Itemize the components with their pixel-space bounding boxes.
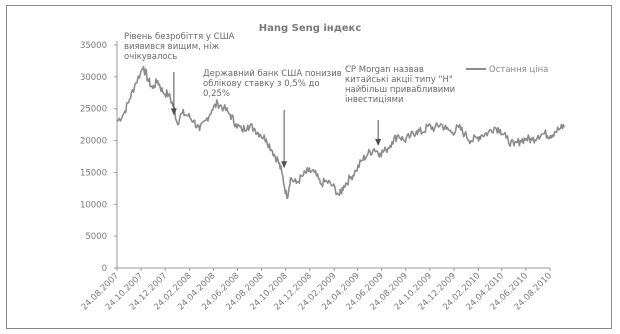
annotation-line: Державний банк США понизив [203,69,342,79]
annotation-arrow-head [375,138,382,146]
chart-frame [6,5,612,329]
chart-title: Hang Seng індекс [259,23,362,34]
annotation-line: Рівень безробіття у США [124,32,235,42]
y-tick-label: 20000 [80,137,107,147]
annotation-line: 0,25% [203,89,230,99]
annotation-line: інвестиціями [345,95,404,105]
legend: Остання ціна [466,65,548,75]
y-tick-label: 10000 [80,200,107,210]
annotation-line: облікову ставку з 0,5% до [203,79,320,89]
annotation-line: виявився вищим, ніж [124,42,219,52]
x-axis: 24.08.200724.10.200724.12.200724.02.2008… [80,267,554,313]
annotation-line: CP Morgan назвав [345,65,424,75]
y-tick-label: 15000 [80,168,107,178]
series-line [116,65,566,200]
annotation-line: очікувалось [124,52,177,62]
annotation-arrow-head [281,161,288,169]
series-layer [116,65,566,200]
legend-label: Остання ціна [489,65,548,75]
y-tick-label: 0 [102,264,107,274]
y-tick-label: 30000 [80,73,107,83]
y-tick-label: 5000 [85,232,107,242]
y-tick-label: 35000 [80,41,107,51]
annotation-line: найбільш привабливими [345,85,455,95]
y-tick-label: 25000 [80,105,107,115]
annotation-line: китайські акції типу "H" [345,75,453,85]
y-axis: 0 5000 10000 15000 20000 25000 30000 35000 [80,41,118,274]
annotation-arrow-head [170,108,177,116]
